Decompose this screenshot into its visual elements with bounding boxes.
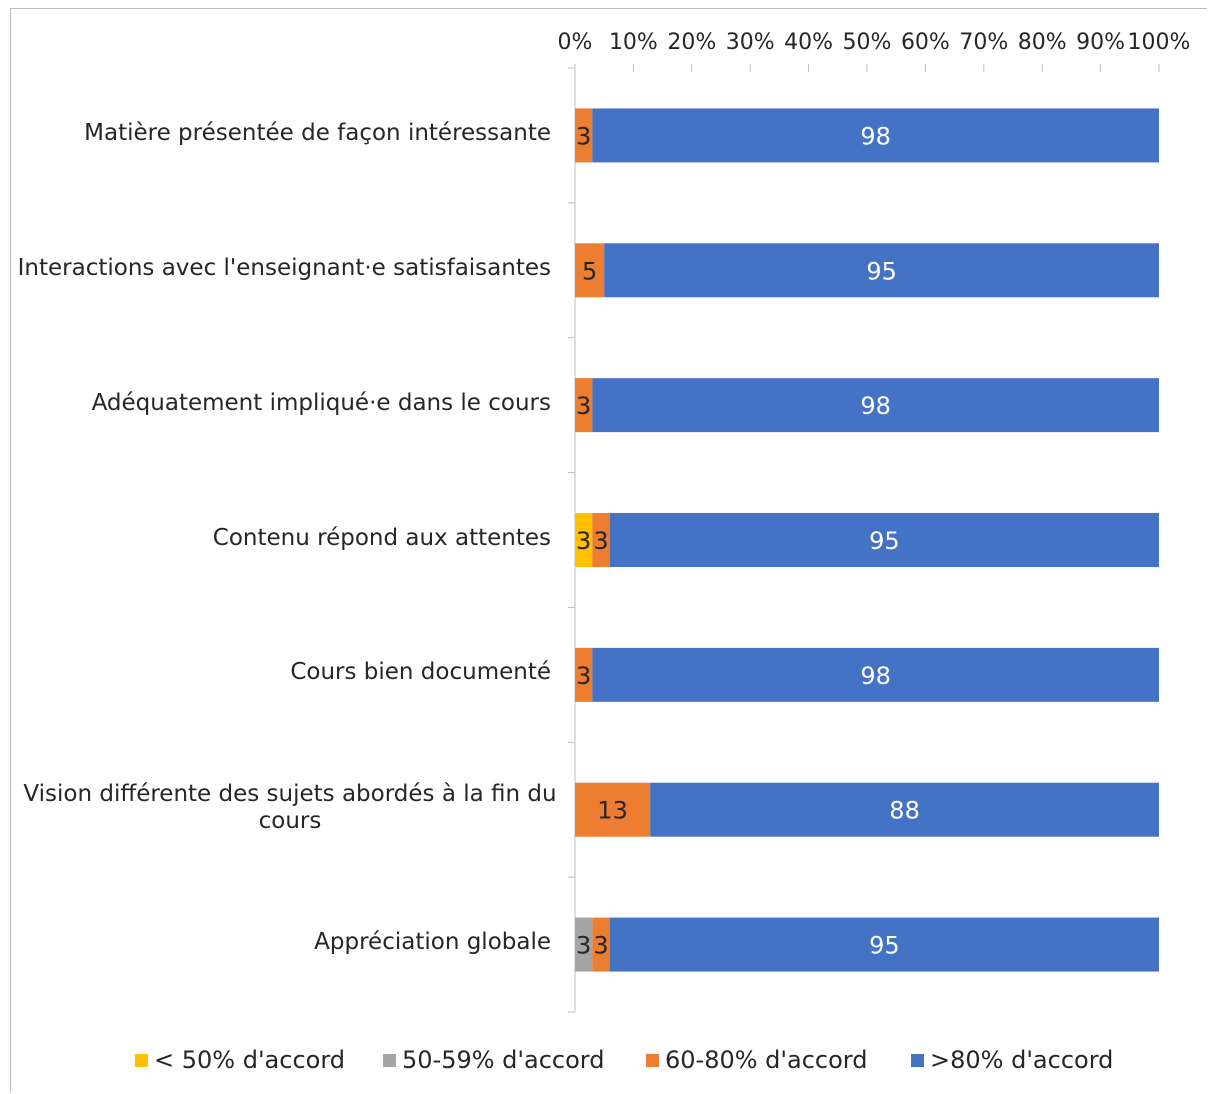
legend-label: < 50% d'accord [154,1046,346,1074]
bar-segment [592,108,1159,163]
data-label: 5 [582,257,597,285]
x-tick-label: 40% [784,30,833,55]
x-tick-label: 70% [959,30,1008,55]
x-tick-label: 60% [901,30,950,55]
x-tick-label: 20% [667,30,716,55]
stacked-bar-chart: 0% 10% 20% 30% 40% 50% 60% 70% 80% 90% 100% 3 98 5 95 3… [558,30,1191,1013]
bar-segment [575,378,593,433]
legend-label: >80% d'accord [930,1046,1114,1074]
legend-item: < 50% d'accord [135,1046,345,1074]
data-label: 3 [576,662,591,690]
x-tick-label: 10% [609,30,658,55]
legend-label: 50-59% d'accord [402,1046,605,1074]
data-label: 3 [593,932,608,960]
bar-segment [575,513,593,567]
bar-segment [592,647,1159,702]
data-label: 95 [866,257,897,285]
data-label: 95 [869,932,900,960]
bar-segment [575,917,593,972]
data-label: 98 [860,662,891,690]
data-label: 3 [576,527,591,555]
data-label: 3 [576,932,591,960]
x-tick-label: 90% [1076,30,1125,55]
data-label: 3 [576,392,591,420]
bar-segment [575,108,593,163]
category-label-line: Vision différente des sujets abordés à l… [23,780,557,807]
bar-segment [604,243,1159,298]
legend-swatch [646,1053,659,1067]
data-label: 98 [860,122,891,150]
bar-segment [609,513,1159,567]
data-label: 98 [860,392,891,420]
category-label: Matière présentée de façon intéressante [84,119,551,146]
category-label: Appréciation globale [314,929,551,956]
x-tick-label: 80% [1018,30,1067,55]
category-label: Adéquatement impliqué·e dans le cours [91,389,551,416]
category-label: Vision différente des sujets abordés à l… [22,781,558,835]
data-label: 88 [889,797,920,825]
chart-frame [10,8,1207,1093]
category-label: Cours bien documenté [290,659,551,686]
legend-swatch [383,1053,396,1067]
x-tick-label: 100% [1128,30,1191,55]
data-label: 13 [597,797,628,825]
legend-swatch [911,1053,924,1067]
bar-segment [650,782,1159,837]
bar-segment [592,513,610,567]
bar-segment [575,647,593,702]
x-tick-label: 30% [726,30,775,55]
bar-segment [592,378,1159,433]
bar-segment [575,782,651,837]
x-tick-label: 0% [558,30,593,55]
bar-segment [575,243,605,298]
legend-item: 50-59% d'accord [383,1046,604,1074]
data-label: 3 [576,122,591,150]
category-label-line: cours [258,807,322,834]
data-label: 95 [869,527,900,555]
data-label: 3 [593,527,608,555]
legend-swatch [135,1053,148,1067]
legend-item: 60-80% d'accord [646,1046,867,1074]
category-label: Interactions avec l'enseignant·e satisfa… [17,254,551,281]
x-tick-label: 50% [843,30,892,55]
bar-segment [592,917,610,972]
bar-segment [609,917,1159,972]
legend-label: 60-80% d'accord [665,1046,868,1074]
legend-item: >80% d'accord [911,1046,1113,1074]
legend: < 50% d'accord 50-59% d'accord 60-80% d'ac… [0,1046,1208,1080]
category-label: Contenu répond aux attentes [212,524,551,551]
